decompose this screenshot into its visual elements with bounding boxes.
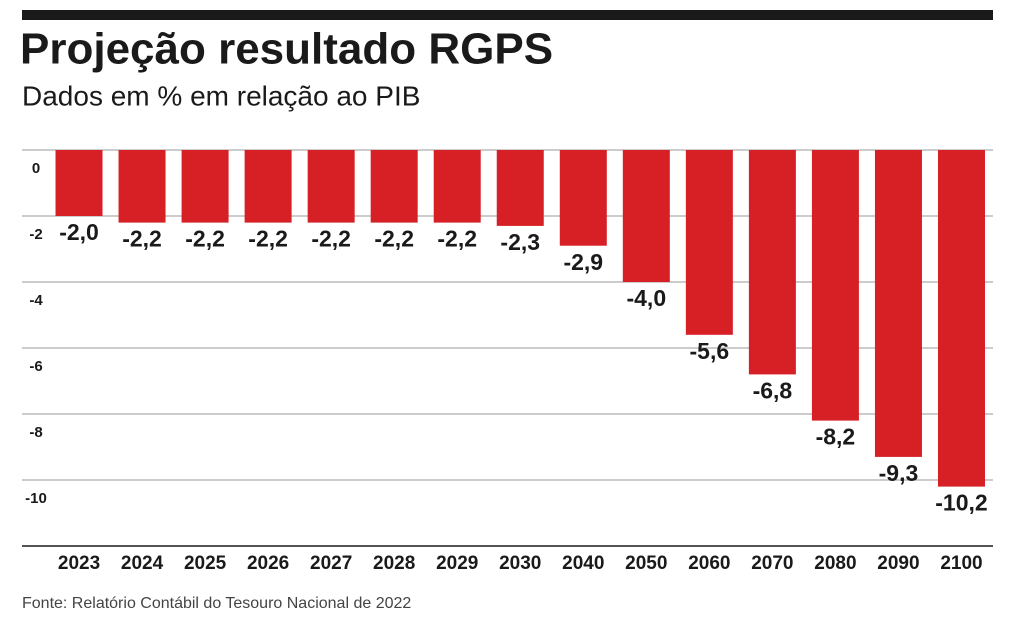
bar [55, 150, 103, 216]
x-tick-label: 2024 [121, 553, 164, 574]
value-label: -2,2 [248, 226, 288, 252]
y-tick-label: -8 [29, 424, 42, 441]
x-tick-label: 2060 [688, 553, 730, 574]
bar [307, 150, 355, 223]
y-tick-label: -6 [29, 358, 42, 375]
x-tick-label: 2050 [625, 553, 667, 574]
x-tick-label: 2026 [247, 553, 289, 574]
bar [937, 150, 985, 487]
x-tick-label: 2070 [751, 553, 793, 574]
x-tick-label: 2080 [814, 553, 856, 574]
value-label: -4,0 [626, 285, 666, 311]
value-label: -5,6 [690, 338, 730, 364]
bar [622, 150, 670, 282]
value-label: -2,9 [563, 249, 603, 275]
chart-subtitle: Dados em % em relação ao PIB [22, 80, 420, 111]
value-label: -2,2 [374, 226, 414, 252]
x-tick-label: 2030 [499, 553, 541, 574]
bar [496, 150, 544, 226]
x-tick-label: 2100 [940, 553, 982, 574]
y-tick-label: -2 [29, 226, 42, 243]
x-tick-label: 2040 [562, 553, 604, 574]
chart-title: Projeção resultado RGPS [20, 25, 553, 74]
bar [118, 150, 166, 223]
x-tick-label: 2029 [436, 553, 478, 574]
value-label: -9,3 [879, 460, 919, 486]
value-label: -8,2 [816, 424, 856, 450]
bar [433, 150, 481, 223]
y-tick-label: -10 [25, 490, 47, 507]
bar [748, 150, 796, 375]
bar [874, 150, 922, 457]
value-label: -10,2 [935, 490, 987, 516]
x-tick-label: 2090 [877, 553, 919, 574]
bar [370, 150, 418, 223]
value-label: -2,0 [59, 219, 99, 245]
x-tick-label: 2025 [184, 553, 227, 574]
bar [181, 150, 229, 223]
bar [685, 150, 733, 335]
top-rule [22, 10, 993, 20]
x-tick-label: 2027 [310, 553, 352, 574]
value-label: -2,2 [311, 226, 351, 252]
bar [559, 150, 607, 246]
source: Fonte: Relatório Contábil do Tesouro Nac… [22, 595, 411, 612]
y-tick-label: -4 [29, 292, 43, 309]
x-tick-label: 2028 [373, 553, 415, 574]
y-tick-label: 0 [32, 160, 40, 177]
bar [811, 150, 859, 421]
x-tick-label: 2023 [58, 553, 100, 574]
value-label: -6,8 [753, 377, 793, 403]
value-label: -2,2 [122, 226, 162, 252]
value-label: -2,2 [437, 226, 477, 252]
value-label: -2,2 [185, 226, 225, 252]
bar [244, 150, 292, 223]
value-label: -2,3 [500, 229, 540, 255]
